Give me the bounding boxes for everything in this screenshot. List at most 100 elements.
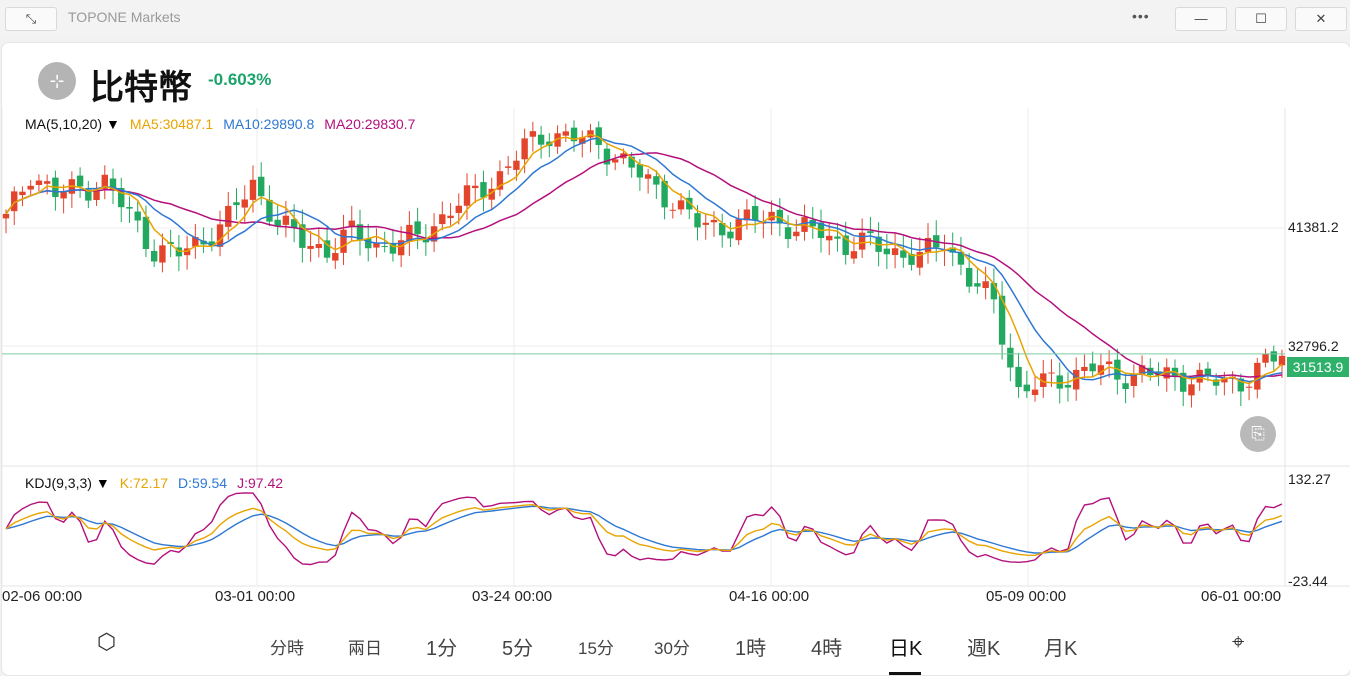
timeframe-tab-active[interactable]: 日K bbox=[889, 638, 923, 660]
candle-body bbox=[521, 138, 528, 160]
candle-body bbox=[27, 185, 34, 190]
crosshair-icon[interactable]: ⌖ bbox=[1232, 629, 1245, 654]
ma-legend: MA(5,10,20) ▼ MA5:30487.1 MA10:29890.8 MA20:… bbox=[25, 116, 425, 132]
candle-body bbox=[793, 231, 800, 237]
timeframe-tab[interactable]: 5分 bbox=[502, 638, 534, 660]
candle-body bbox=[858, 232, 866, 250]
candle-body bbox=[373, 242, 380, 248]
ma20-line bbox=[5, 152, 1283, 378]
candle-body bbox=[1089, 363, 1096, 372]
minimize-button[interactable]: — bbox=[1175, 7, 1227, 31]
ma-legend-label: MA(5,10,20) bbox=[25, 116, 103, 132]
kdj-d-line bbox=[5, 505, 1283, 554]
candle-body bbox=[167, 241, 174, 245]
candle-body bbox=[134, 211, 141, 221]
candle-body bbox=[439, 214, 446, 225]
candle-body bbox=[891, 248, 899, 256]
candle-body bbox=[644, 174, 652, 179]
candle-body bbox=[636, 164, 644, 178]
candle-body bbox=[504, 166, 512, 168]
candle-body bbox=[1015, 366, 1022, 388]
candle-body bbox=[488, 188, 495, 200]
candle-body bbox=[472, 185, 479, 189]
candle-body bbox=[159, 245, 166, 263]
change-percent: -0.603% bbox=[208, 70, 272, 89]
candle-body bbox=[1031, 389, 1039, 395]
timeframe-tab[interactable]: 4時 bbox=[811, 638, 843, 660]
kdj-dropdown-icon[interactable]: ▼ bbox=[95, 475, 110, 491]
candle-body bbox=[266, 199, 273, 222]
candle-body bbox=[200, 240, 207, 245]
candle-body bbox=[916, 252, 923, 268]
candle-body bbox=[1064, 384, 1072, 388]
candle-body bbox=[290, 219, 298, 228]
candle-body bbox=[735, 219, 742, 241]
timeframe-tab[interactable]: 15分 bbox=[578, 639, 614, 658]
kdj-axis-lower: -23.44 bbox=[1288, 573, 1328, 589]
candle-body bbox=[1204, 368, 1212, 377]
candle-body bbox=[1040, 373, 1047, 387]
candle-body bbox=[1056, 375, 1063, 389]
candle-body bbox=[554, 133, 561, 147]
candle-body bbox=[356, 224, 364, 241]
candle-body bbox=[1212, 379, 1220, 386]
candle-body bbox=[826, 235, 833, 241]
j-value: J:97.42 bbox=[237, 475, 284, 491]
candle-body bbox=[562, 131, 569, 136]
timeframe-tab[interactable]: 月K bbox=[1044, 638, 1078, 660]
ma20-value: MA20:29830.7 bbox=[324, 116, 416, 132]
candle-body bbox=[587, 130, 594, 138]
candle-body bbox=[850, 251, 858, 259]
timeframe-tab[interactable]: 30分 bbox=[654, 639, 690, 658]
candle-body bbox=[323, 240, 331, 258]
candle-body bbox=[570, 127, 578, 142]
kdj-axis-upper: 132.27 bbox=[1288, 471, 1331, 487]
settings-icon[interactable]: ⬡ bbox=[97, 629, 117, 654]
timeframe-tab[interactable]: 1分 bbox=[426, 638, 458, 660]
candle-body bbox=[677, 200, 685, 210]
candle-body bbox=[719, 223, 726, 236]
kdj-k-line bbox=[5, 503, 1283, 557]
candle-body bbox=[307, 245, 314, 249]
close-button[interactable]: ✕ bbox=[1295, 7, 1347, 31]
ma-dropdown-icon[interactable]: ▼ bbox=[106, 116, 120, 132]
candle-body bbox=[126, 206, 133, 209]
candle-body bbox=[496, 171, 504, 190]
restore-icon[interactable]: ⤡ bbox=[5, 7, 57, 31]
candle-body bbox=[109, 178, 117, 191]
price-chart[interactable] bbox=[2, 108, 1350, 608]
candle-body bbox=[93, 191, 100, 200]
timeframe-tab[interactable]: 1時 bbox=[735, 638, 767, 660]
x-tick-label: 03-01 00:00 bbox=[215, 588, 296, 605]
candle-body bbox=[192, 237, 199, 247]
timeframe-tab[interactable]: 週K bbox=[967, 638, 1001, 660]
maximize-button[interactable]: ☐ bbox=[1235, 7, 1287, 31]
candle-body bbox=[1081, 366, 1088, 371]
candle-body bbox=[784, 227, 792, 240]
candle-body bbox=[867, 231, 874, 234]
candle-body bbox=[957, 251, 965, 265]
candle-body bbox=[908, 254, 915, 265]
coin-icon: ⊹ bbox=[38, 62, 76, 100]
candle-body bbox=[208, 241, 216, 247]
candle-body bbox=[965, 267, 973, 287]
candle-body bbox=[365, 238, 372, 249]
float-action-button[interactable]: ⎘ bbox=[1240, 416, 1276, 452]
candle-body bbox=[751, 206, 759, 221]
timeframe-tab[interactable]: 兩日 bbox=[348, 639, 382, 658]
ma10-line bbox=[5, 137, 1283, 383]
candle-body bbox=[463, 185, 471, 206]
candle-body bbox=[43, 181, 51, 184]
chart-card: ⊹ 比特幣 -0.603% MA(5,10,20) ▼ MA5:30487.1 MA1… bbox=[1, 42, 1350, 676]
more-icon[interactable]: ••• bbox=[1132, 8, 1150, 24]
candle-body bbox=[669, 209, 677, 211]
candle-body bbox=[1221, 377, 1228, 383]
candle-body bbox=[900, 250, 907, 258]
candle-body bbox=[579, 137, 586, 144]
timeframe-tab[interactable]: 分時 bbox=[270, 639, 304, 658]
app-title: TOPONE Markets bbox=[68, 9, 181, 25]
candle-body bbox=[982, 281, 989, 288]
candle-body bbox=[513, 160, 520, 170]
candle-body bbox=[414, 221, 421, 235]
candle-body bbox=[2, 213, 10, 219]
